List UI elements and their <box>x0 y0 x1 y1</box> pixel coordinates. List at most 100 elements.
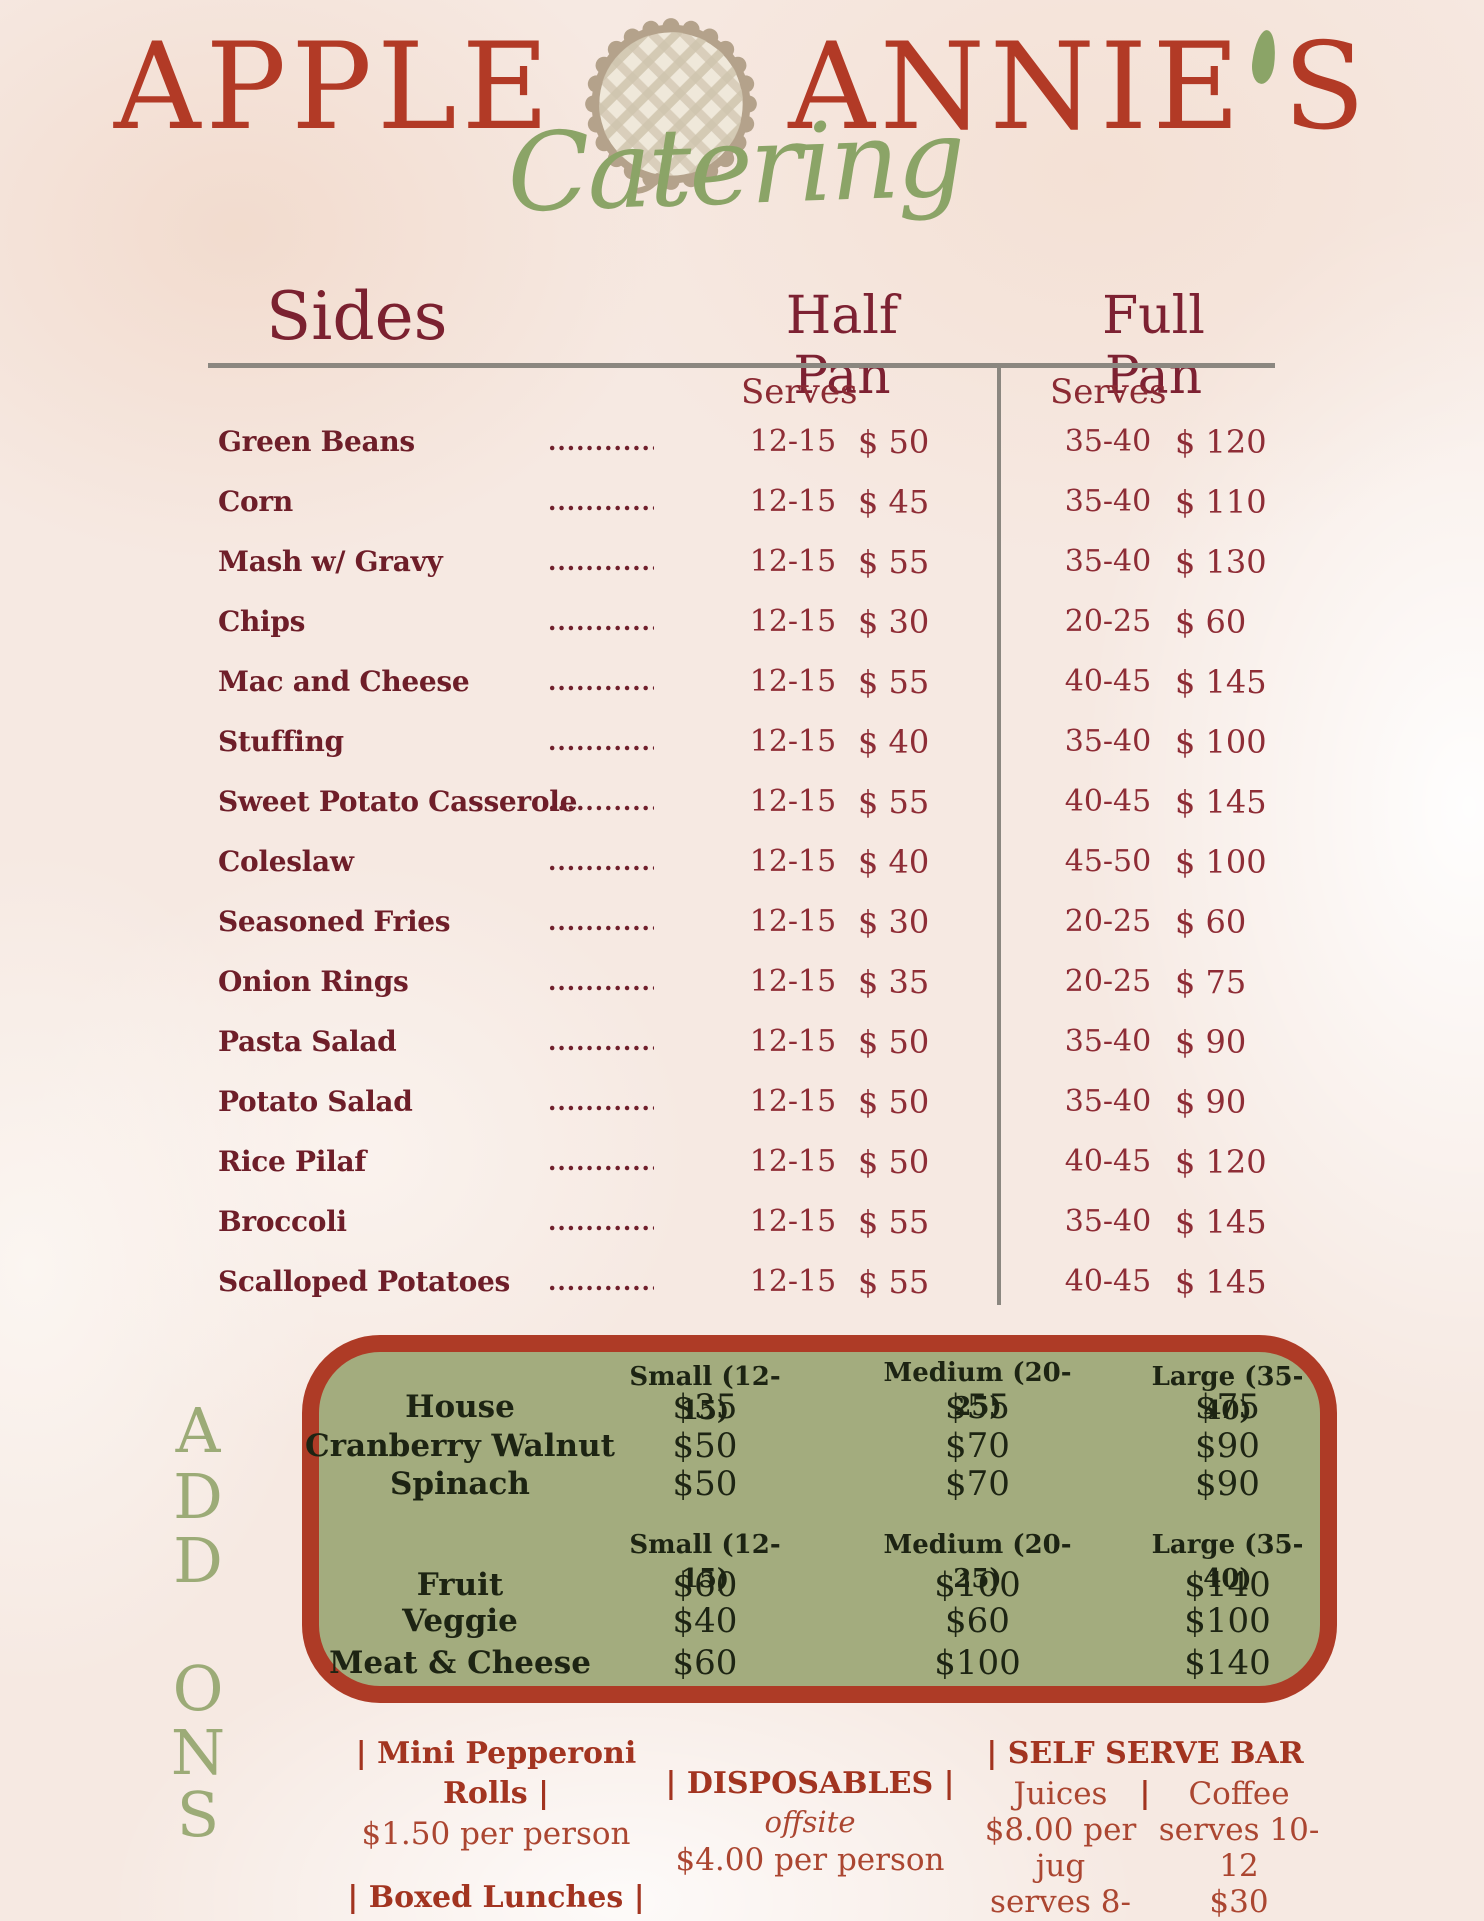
leader-dots: .............. <box>548 727 654 756</box>
tray-price: $100 <box>1184 1601 1271 1641</box>
half-serves: 12-15 <box>749 1084 837 1119</box>
half-price: $ 55 <box>858 1203 930 1241</box>
full-price: $ 120 <box>1175 423 1267 461</box>
salads-header-small: Small (12-15) <box>629 1362 781 1426</box>
addons-vertical-letter: D <box>173 1524 223 1597</box>
full-serves: 35-40 <box>1064 424 1152 459</box>
half-price: $ 55 <box>858 783 930 821</box>
leader-dots: .............. <box>548 607 654 636</box>
tray-price: $60 <box>672 1565 738 1605</box>
menu-row: Mac and Cheese.............. 12-15 $ 55 40-… <box>0 662 1484 702</box>
full-price: $ 130 <box>1175 543 1267 581</box>
full-price: $ 120 <box>1175 1143 1267 1181</box>
half-serves: 12-15 <box>749 544 837 579</box>
addons-vertical-letter: S <box>176 1778 220 1851</box>
tray-name: Meat & Cheese <box>329 1645 591 1681</box>
half-price: $ 30 <box>858 603 930 641</box>
brand-word-s: S <box>1282 18 1371 157</box>
salad-price: $35 <box>672 1387 738 1427</box>
brand-word-apple: APPLE <box>113 18 555 157</box>
serves-label-full: Serves <box>1050 372 1167 412</box>
half-price: $ 55 <box>858 543 930 581</box>
juices-serves: serves 8-10 <box>990 1884 1131 1921</box>
salad-price: $70 <box>945 1426 1010 1466</box>
item-name: Chips <box>218 605 306 638</box>
pepperoni-rolls-title: | Mini Pepperoni Rolls | <box>355 1736 637 1811</box>
tray-price: $100 <box>934 1565 1021 1605</box>
item-name: Onion Rings <box>218 965 409 998</box>
catering-script-title: Catering <box>505 96 965 237</box>
addons-vertical-letter: N <box>170 1716 226 1789</box>
full-price: $ 75 <box>1175 963 1247 1001</box>
leader-dots: .............. <box>548 547 654 576</box>
tray-price: $140 <box>1184 1565 1271 1605</box>
coffee-column: Coffee serves 10-12 $30 <box>1150 1776 1328 1920</box>
self-serve-bar-title: | SELF SERVE BAR | <box>986 1736 1304 1811</box>
salad-name: House <box>405 1389 515 1425</box>
full-price: $ 145 <box>1175 663 1267 701</box>
half-price: $ 55 <box>858 663 930 701</box>
item-name: Scalloped Potatoes <box>218 1265 510 1298</box>
half-serves: 12-15 <box>749 664 837 699</box>
leader-dots: .............. <box>548 847 654 876</box>
boxed-lunches-title: | Boxed Lunches | <box>347 1880 645 1915</box>
full-serves: 40-45 <box>1064 1264 1152 1299</box>
half-serves: 12-15 <box>749 1264 837 1299</box>
half-serves: 12-15 <box>749 964 837 999</box>
full-serves: 20-25 <box>1064 904 1152 939</box>
trays-header-large: Large (35-40) <box>1151 1530 1304 1594</box>
half-price: $ 40 <box>858 843 930 881</box>
full-price: $ 145 <box>1175 783 1267 821</box>
column-divider-line <box>997 368 1001 1305</box>
full-price: $ 145 <box>1175 1203 1267 1241</box>
addons-vertical-letter: O <box>172 1652 224 1725</box>
tray-price: $60 <box>945 1601 1010 1641</box>
serves-label-half: Serves <box>741 372 858 412</box>
item-name: Seasoned Fries <box>218 905 451 938</box>
leader-dots: .............. <box>548 427 654 456</box>
disposables-block: | DISPOSABLES | offsite $4.00 per person <box>655 1764 965 1880</box>
pepperoni-rolls-price: $1.50 per person <box>361 1816 631 1852</box>
tray-price: $40 <box>672 1601 738 1641</box>
full-price: $ 100 <box>1175 843 1267 881</box>
juices-price: $8.00 per jug <box>984 1812 1137 1884</box>
item-name: Corn <box>218 485 293 518</box>
item-name: Sweet Potato Casserole <box>218 785 578 818</box>
disposables-title: | DISPOSABLES | <box>665 1766 955 1801</box>
tray-price: $100 <box>934 1643 1021 1683</box>
juices-name: Juices <box>1013 1776 1108 1812</box>
full-serves: 20-25 <box>1064 964 1152 999</box>
leader-dots: .............. <box>548 787 654 816</box>
salad-name: Spinach <box>390 1466 530 1502</box>
half-serves: 12-15 <box>749 844 837 879</box>
salad-name: Cranberry Walnut <box>305 1428 615 1464</box>
item-name: Mash w/ Gravy <box>218 545 443 578</box>
half-serves: 12-15 <box>749 1144 837 1179</box>
full-price: $ 100 <box>1175 723 1267 761</box>
half-price: $ 30 <box>858 903 930 941</box>
pie-logo-icon <box>585 18 758 194</box>
leader-dots: .............. <box>548 1207 654 1236</box>
full-serves: 20-25 <box>1064 604 1152 639</box>
tray-name: Fruit <box>416 1567 504 1603</box>
leader-dots: .............. <box>548 1087 654 1116</box>
full-serves: 40-45 <box>1064 784 1152 819</box>
salad-price: $90 <box>1195 1464 1260 1504</box>
juices-column: Juices $8.00 per jug serves 8-10 <box>973 1776 1148 1921</box>
extras-left-block: | Mini Pepperoni Rolls | $1.50 per perso… <box>326 1734 666 1921</box>
brand-title: APPLE <box>0 16 1484 198</box>
item-name: Broccoli <box>218 1205 347 1238</box>
full-serves: 40-45 <box>1064 664 1152 699</box>
menu-row: Onion Rings.............. 12-15 $ 35 20-25 $… <box>0 962 1484 1002</box>
leader-dots: .............. <box>548 487 654 516</box>
item-name: Green Beans <box>218 425 415 458</box>
menu-row: Sweet Potato Casserole.............. 12-1… <box>0 782 1484 822</box>
full-price: $ 145 <box>1175 1263 1267 1301</box>
tray-price: $60 <box>672 1643 738 1683</box>
menu-row: Broccoli.............. 12-15 $ 55 35-40 $ 14… <box>0 1202 1484 1242</box>
sides-section-title: Sides <box>266 278 448 355</box>
leader-dots: .............. <box>548 667 654 696</box>
full-serves: 35-40 <box>1064 724 1152 759</box>
half-price: $ 55 <box>858 1263 930 1301</box>
